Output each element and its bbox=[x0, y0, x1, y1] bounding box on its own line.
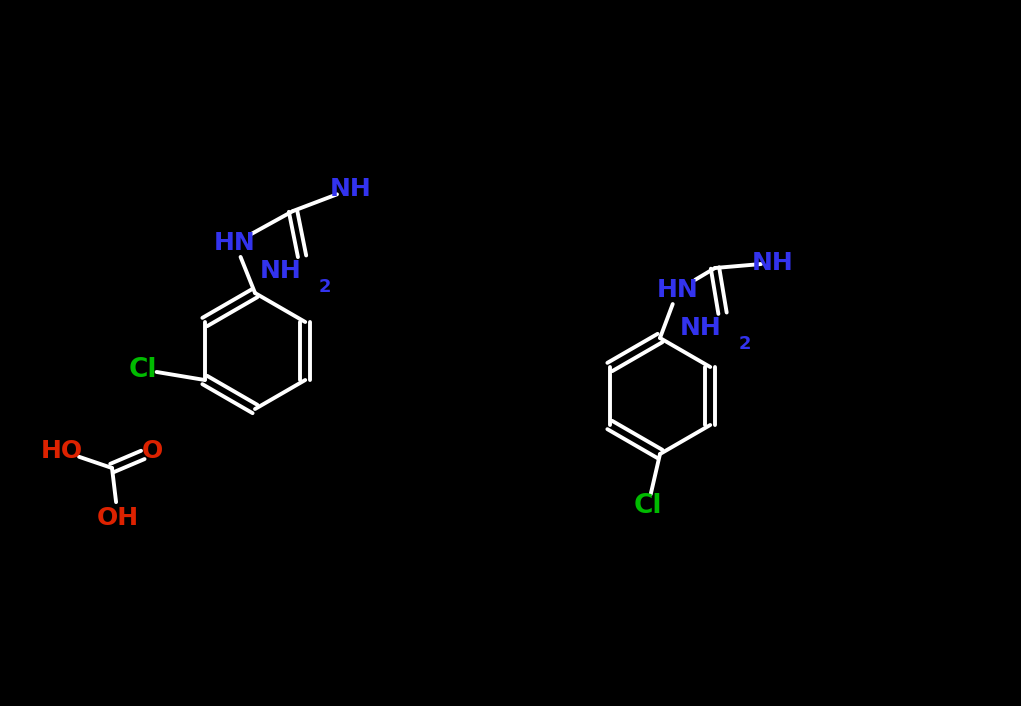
Text: HO: HO bbox=[41, 439, 83, 463]
Text: NH: NH bbox=[259, 259, 301, 283]
Text: HN: HN bbox=[658, 278, 699, 302]
Text: NH: NH bbox=[679, 316, 721, 340]
Text: HN: HN bbox=[214, 231, 256, 255]
Text: 2: 2 bbox=[319, 278, 332, 296]
Text: NH: NH bbox=[330, 177, 372, 201]
Text: Cl: Cl bbox=[129, 357, 157, 383]
Text: Cl: Cl bbox=[634, 493, 663, 519]
Text: NH: NH bbox=[752, 251, 794, 275]
Text: 2: 2 bbox=[739, 335, 751, 353]
Text: OH: OH bbox=[97, 506, 139, 530]
Text: O: O bbox=[141, 439, 162, 463]
